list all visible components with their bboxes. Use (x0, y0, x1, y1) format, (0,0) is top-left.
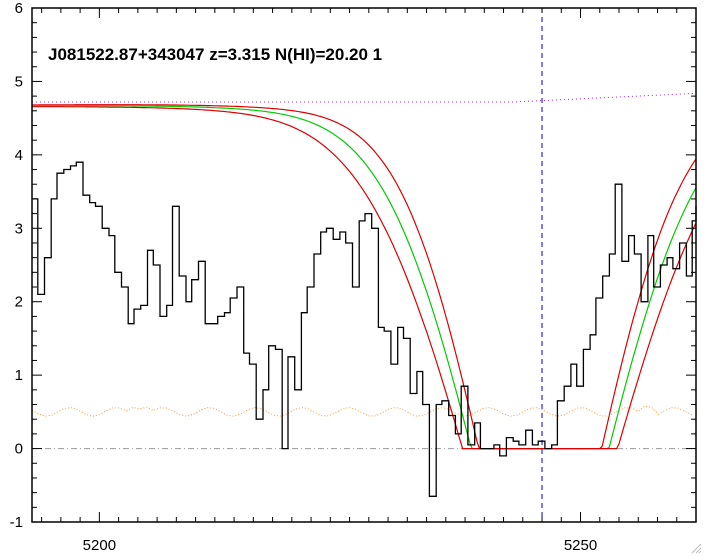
resize-grip-icon[interactable] (690, 542, 702, 554)
y-tick-label: 5 (15, 73, 23, 90)
x-tick-label: 5250 (564, 537, 597, 554)
plot-frame (31, 7, 697, 523)
fit-lower-bound-curve (32, 106, 697, 450)
y-tick-label: 3 (15, 220, 23, 237)
x-tick-label: 5200 (83, 537, 116, 554)
y-tick-label: 2 (15, 294, 23, 311)
y-tick-label: -1 (10, 514, 23, 531)
y-tick-label: 0 (15, 441, 23, 458)
y-tick-label: 6 (15, 0, 23, 17)
y-tick-label: 4 (15, 147, 23, 164)
y-tick-label: 1 (15, 367, 23, 384)
flux-series-0 (32, 161, 697, 497)
chart-title: J081522.87+343047 z=3.315 N(HI)=20.20 1 (48, 45, 382, 64)
continuum-curve (32, 92, 697, 103)
